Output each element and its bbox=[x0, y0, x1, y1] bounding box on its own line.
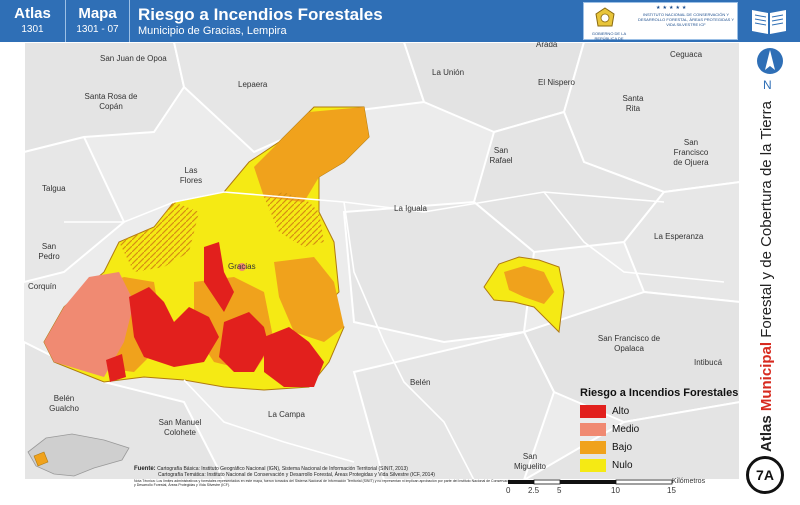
label-la-campa: La Campa bbox=[268, 410, 305, 419]
legend-item: Medio bbox=[580, 421, 750, 437]
right-sidebar bbox=[740, 42, 800, 500]
map-area: San Juan de Opoa Santa Rosa de Copán Lep… bbox=[24, 42, 740, 480]
label-san-rafael: San Rafael bbox=[489, 146, 513, 165]
label-gracias: Gracias bbox=[228, 262, 256, 271]
alto-zone-2 bbox=[129, 287, 219, 367]
mapa-label: Mapa bbox=[78, 5, 117, 22]
label-belen: Belén bbox=[410, 378, 431, 387]
label-san-francisco-opalaca: San Francisco de Opalaca bbox=[597, 334, 661, 353]
source-line-2: Cartografía Temática: Instituto Nacional… bbox=[158, 472, 435, 478]
icf-stars: ★★★★★ bbox=[656, 5, 689, 11]
mapa-block: Mapa 1301 - 07 bbox=[66, 0, 130, 42]
atlas-code: 1301 bbox=[21, 24, 44, 35]
road-south bbox=[343, 201, 475, 480]
bajo-zone-exclave bbox=[504, 266, 554, 304]
legend-swatch-medio bbox=[580, 422, 606, 436]
honduras-seal-icon bbox=[595, 7, 615, 27]
institution-logos: GOBIERNO DE LA REPÚBLICA DE HONDURAS ★★★… bbox=[583, 2, 738, 46]
scale-bar: 0 2.5 5 10 15 Kilómetros bbox=[500, 478, 705, 500]
gracias-urban-marker bbox=[238, 263, 246, 271]
bajo-zone-east bbox=[274, 257, 344, 342]
label-san-juan-opoa: San Juan de Opoa bbox=[100, 54, 167, 63]
atlas-block: Atlas 1301 bbox=[0, 0, 66, 42]
label-la-esperanza: La Esperanza bbox=[654, 232, 704, 241]
legend-item: Bajo bbox=[580, 439, 750, 455]
alto-zone-1 bbox=[204, 242, 234, 312]
label-san-pedro: San Pedro bbox=[38, 242, 60, 261]
label-san-francisco-ojuera: San Francisco de Ojuera bbox=[673, 138, 709, 167]
bajo-hatch-north bbox=[264, 192, 324, 247]
municipality-belen bbox=[352, 330, 556, 480]
label-el-nispero: El Nispero bbox=[538, 78, 575, 87]
legend-label-alto: Alto bbox=[612, 405, 630, 417]
alto-zone-5 bbox=[106, 354, 126, 382]
scale-tick-2-5: 2.5 bbox=[528, 486, 540, 495]
side-title-atlas: Atlas bbox=[758, 415, 775, 452]
alto-zone-4 bbox=[264, 327, 324, 387]
label-la-union: La Unión bbox=[432, 68, 465, 77]
scale-unit: Kilómetros bbox=[672, 478, 706, 485]
label-santa-rosa: Santa Rosa de Copán bbox=[84, 92, 138, 111]
scale-tick-10: 10 bbox=[611, 486, 620, 495]
side-title-municipal: Municipal bbox=[758, 341, 775, 412]
label-san-miguelito: San Miguelito bbox=[513, 452, 546, 471]
municipality-san-juan-opoa bbox=[24, 42, 186, 154]
side-title-rest: Forestal y de Cobertura de la Tierra bbox=[758, 101, 775, 338]
scale-tick-5: 5 bbox=[557, 486, 562, 495]
legend-swatch-nulo bbox=[580, 458, 606, 472]
label-la-iguala: La Iguala bbox=[394, 204, 427, 213]
scale-tick-15: 15 bbox=[667, 486, 676, 495]
mapa-code: 1301 - 07 bbox=[76, 24, 119, 35]
technical-note: Nota Técnica: Los límites administrativo… bbox=[134, 479, 513, 487]
icf-text: INSTITUTO NACIONAL DE CONSERVACIÓN Y DES… bbox=[637, 12, 735, 27]
label-intibuca: Intibucá bbox=[694, 358, 723, 367]
label-ceguaca: Ceguaca bbox=[670, 50, 703, 59]
label-santa-rita: Santa Rita bbox=[622, 94, 644, 113]
legend-swatch-alto bbox=[580, 404, 606, 418]
bajo-zone-north bbox=[254, 107, 369, 202]
map-code-badge: 7A bbox=[746, 456, 784, 494]
legend-label-medio: Medio bbox=[612, 423, 640, 435]
atlas-label: Atlas bbox=[14, 5, 51, 22]
label-arada: Arada bbox=[536, 42, 558, 49]
municipality-talgua bbox=[24, 135, 126, 284]
label-lepaera: Lepaera bbox=[238, 80, 268, 89]
scale-bar-graphic bbox=[508, 479, 673, 485]
legend: Riesgo a Incendios Forestales Alto Medio… bbox=[580, 387, 750, 473]
alto-zone-3 bbox=[219, 312, 269, 372]
municipality-intibuca bbox=[522, 400, 740, 480]
page-subtitle: Municipio de Gracias, Lempira bbox=[138, 25, 287, 37]
label-san-manuel-colohete: San Manuel Colohete bbox=[158, 418, 202, 437]
header-bar: Atlas 1301 Mapa 1301 - 07 Riesgo a Incen… bbox=[0, 0, 800, 46]
north-arrow-icon bbox=[757, 48, 783, 74]
legend-swatch-bajo bbox=[580, 440, 606, 454]
legend-label-nulo: Nulo bbox=[612, 459, 633, 471]
legend-item: Nulo bbox=[580, 457, 750, 473]
road-southwest bbox=[183, 379, 355, 463]
source-line-1: Cartografía Básica: Instituto Geográfico… bbox=[157, 466, 408, 472]
label-belen-gualcho: Belén Gualcho bbox=[49, 394, 79, 413]
map-canvas bbox=[24, 42, 740, 480]
road-east bbox=[543, 191, 725, 283]
legend-title: Riesgo a Incendios Forestales bbox=[580, 387, 739, 399]
label-corquin: Corquín bbox=[28, 282, 57, 291]
bajo-hatch-west bbox=[119, 202, 199, 272]
label-las-flores: Las Flores bbox=[179, 166, 203, 185]
north-letter: N bbox=[763, 78, 772, 92]
label-talgua: Talgua bbox=[42, 184, 66, 193]
honduras-inset bbox=[27, 433, 130, 477]
page-title: Riesgo a Incendios Forestales bbox=[138, 5, 383, 24]
medio-zone-west bbox=[44, 272, 134, 377]
scale-tick-0: 0 bbox=[506, 486, 511, 495]
side-vertical-title: Atlas Municipal Forestal y de Cobertura … bbox=[758, 101, 775, 452]
atlas-book-icon bbox=[752, 10, 786, 34]
sources-note: Fuente: Cartografía Básica: Instituto Ge… bbox=[134, 466, 514, 487]
legend-label-bajo: Bajo bbox=[612, 441, 633, 453]
fuente-label: Fuente: bbox=[134, 466, 156, 472]
legend-item: Alto bbox=[580, 403, 750, 419]
